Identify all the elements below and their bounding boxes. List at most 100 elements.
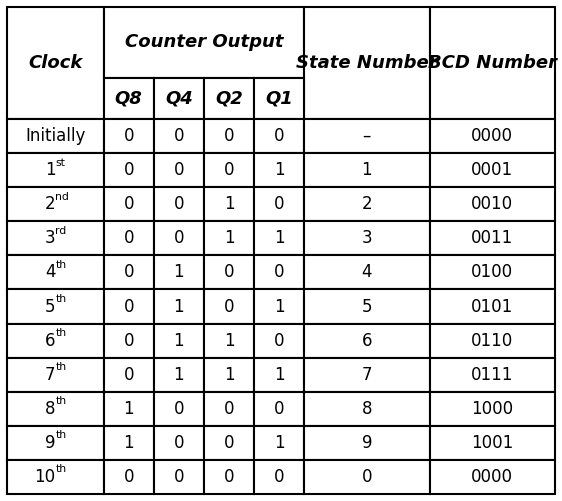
Bar [7, 7, 103, 119]
Text: 0100: 0100 [472, 264, 513, 282]
Bar [7, 460, 103, 494]
Bar [7, 392, 103, 426]
Text: 0: 0 [174, 127, 184, 145]
Text: 1: 1 [174, 332, 184, 350]
Text: 1: 1 [274, 161, 284, 179]
Bar [204, 78, 254, 119]
Text: 0: 0 [124, 229, 134, 247]
Text: 1: 1 [224, 332, 234, 350]
Bar [7, 324, 103, 358]
Text: 1: 1 [274, 434, 284, 452]
Text: 0: 0 [174, 229, 184, 247]
Text: Q4: Q4 [165, 89, 193, 107]
Text: BCD Number: BCD Number [428, 54, 557, 72]
Text: th: th [55, 396, 66, 406]
Text: 0: 0 [124, 468, 134, 486]
Text: 1: 1 [174, 366, 184, 384]
Bar [429, 119, 555, 153]
Bar [429, 153, 555, 187]
Bar [304, 221, 429, 256]
Text: 0: 0 [224, 298, 234, 316]
Bar [103, 187, 154, 221]
Bar [429, 358, 555, 392]
Bar [154, 426, 204, 460]
Text: 1: 1 [361, 161, 372, 179]
Text: 0: 0 [174, 161, 184, 179]
Text: 1: 1 [224, 229, 234, 247]
Bar [103, 392, 154, 426]
Bar [254, 358, 304, 392]
Bar [7, 153, 103, 187]
Text: 0: 0 [174, 400, 184, 418]
Bar [254, 221, 304, 256]
Text: nd: nd [55, 192, 69, 202]
Bar [429, 7, 555, 119]
Bar [304, 7, 429, 119]
Bar [103, 358, 154, 392]
Bar [254, 187, 304, 221]
Bar [204, 221, 254, 256]
Text: 0: 0 [274, 468, 284, 486]
Bar [154, 392, 204, 426]
Text: 0110: 0110 [471, 332, 514, 350]
Text: 0000: 0000 [472, 468, 513, 486]
Text: 0: 0 [124, 366, 134, 384]
Text: 1: 1 [124, 434, 134, 452]
Text: th: th [55, 260, 66, 270]
Bar [304, 187, 429, 221]
Text: 0: 0 [224, 161, 234, 179]
Text: 1: 1 [274, 298, 284, 316]
Text: 0: 0 [174, 434, 184, 452]
Bar [204, 187, 254, 221]
Text: th: th [55, 294, 66, 304]
Text: 8: 8 [362, 400, 372, 418]
Text: th: th [55, 328, 66, 338]
Text: 6: 6 [45, 332, 55, 350]
Bar [429, 221, 555, 256]
Text: 1: 1 [274, 229, 284, 247]
Bar [254, 460, 304, 494]
Bar [7, 426, 103, 460]
Text: 0111: 0111 [471, 366, 514, 384]
Bar [429, 324, 555, 358]
Text: 0: 0 [224, 434, 234, 452]
Bar [204, 256, 254, 290]
Bar [154, 153, 204, 187]
Text: 1: 1 [45, 161, 55, 179]
Bar [304, 358, 429, 392]
Bar [254, 119, 304, 153]
Text: 1: 1 [174, 298, 184, 316]
Bar [7, 290, 103, 324]
Text: State Number: State Number [296, 54, 438, 72]
Text: 1: 1 [224, 366, 234, 384]
Text: Q2: Q2 [215, 89, 243, 107]
Text: rd: rd [55, 226, 66, 236]
Text: th: th [55, 362, 66, 372]
Bar [154, 358, 204, 392]
Bar [254, 290, 304, 324]
Text: 5: 5 [362, 298, 372, 316]
Bar [254, 153, 304, 187]
Text: 0: 0 [124, 332, 134, 350]
Bar [7, 221, 103, 256]
Bar [304, 290, 429, 324]
Text: 0: 0 [124, 195, 134, 213]
Text: 8: 8 [45, 400, 55, 418]
Bar [154, 290, 204, 324]
Text: Clock: Clock [28, 54, 83, 72]
Text: th: th [55, 464, 66, 474]
Text: 0: 0 [274, 195, 284, 213]
Bar [154, 324, 204, 358]
Text: 4: 4 [362, 264, 372, 282]
Bar [429, 256, 555, 290]
Bar [304, 392, 429, 426]
Bar [429, 187, 555, 221]
Bar [429, 426, 555, 460]
Text: 10: 10 [34, 468, 55, 486]
Text: 0: 0 [224, 127, 234, 145]
Text: 6: 6 [362, 332, 372, 350]
Bar [254, 392, 304, 426]
Bar [304, 324, 429, 358]
Text: 1: 1 [274, 366, 284, 384]
Bar [103, 221, 154, 256]
